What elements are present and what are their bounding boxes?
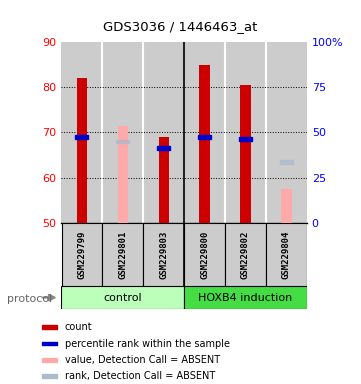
Bar (225, 223, 266, 286)
Bar (239, 137, 252, 141)
Bar (240, 85, 251, 223)
Bar (43, 358, 57, 362)
Bar (77, 78, 87, 223)
Text: value, Detection Call = ABSENT: value, Detection Call = ABSENT (65, 355, 220, 365)
Text: GSM229803: GSM229803 (159, 230, 168, 278)
Text: percentile rank within the sample: percentile rank within the sample (65, 339, 230, 349)
Bar (157, 146, 170, 150)
Bar (266, 223, 306, 286)
Bar (43, 374, 57, 378)
Text: control: control (104, 293, 142, 303)
Bar (116, 140, 129, 143)
Text: count: count (65, 322, 92, 332)
Bar (75, 135, 88, 139)
Bar (103, 223, 143, 286)
Text: protocol: protocol (7, 294, 52, 304)
Bar (61, 286, 184, 309)
Bar (225, 42, 266, 223)
Bar (158, 137, 169, 223)
Bar (281, 189, 292, 223)
Bar (184, 42, 225, 223)
Bar (43, 325, 57, 329)
Text: HOXB4 induction: HOXB4 induction (198, 293, 293, 303)
Bar (118, 126, 128, 223)
Bar (43, 342, 57, 345)
Bar (199, 65, 210, 223)
Text: GSM229801: GSM229801 (118, 230, 127, 278)
Text: GSM229804: GSM229804 (282, 230, 291, 278)
Bar (143, 223, 184, 286)
Text: rank, Detection Call = ABSENT: rank, Detection Call = ABSENT (65, 371, 215, 381)
Bar (61, 42, 102, 223)
Bar (62, 223, 102, 286)
Bar (102, 42, 143, 223)
Bar (143, 42, 184, 223)
Text: GSM229802: GSM229802 (241, 230, 250, 278)
Bar (266, 42, 307, 223)
Bar (184, 223, 225, 286)
Bar (184, 286, 307, 309)
Text: GDS3036 / 1446463_at: GDS3036 / 1446463_at (103, 20, 258, 33)
Text: GSM229799: GSM229799 (77, 230, 86, 278)
Bar (198, 135, 211, 139)
Bar (280, 160, 293, 164)
Text: GSM229800: GSM229800 (200, 230, 209, 278)
